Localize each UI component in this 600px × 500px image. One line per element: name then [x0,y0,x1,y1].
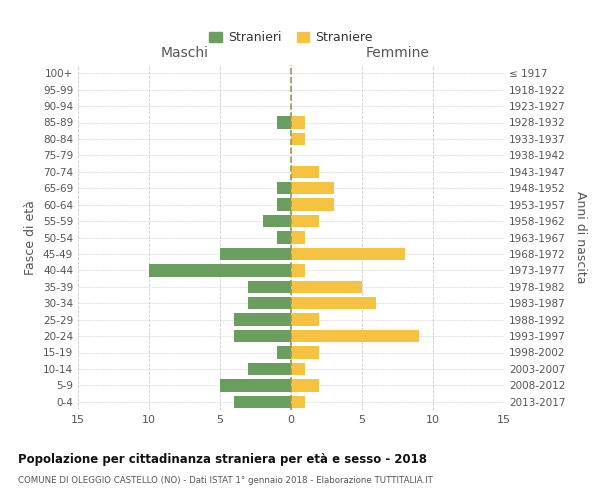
Bar [248,363,291,375]
Y-axis label: Anni di nascita: Anni di nascita [574,191,587,284]
Bar [220,379,291,392]
Bar [291,248,404,260]
Bar [291,314,319,326]
Bar [291,346,319,358]
Bar [291,264,305,276]
Legend: Stranieri, Straniere: Stranieri, Straniere [204,26,378,50]
Bar [291,133,305,145]
Bar [291,280,362,293]
Bar [291,363,305,375]
Bar [291,232,305,243]
Text: Popolazione per cittadinanza straniera per età e sesso - 2018: Popolazione per cittadinanza straniera p… [18,452,427,466]
Bar [291,396,305,408]
Bar [291,182,334,194]
Bar [291,166,319,178]
Bar [277,116,291,128]
Bar [263,215,291,227]
Bar [291,379,319,392]
Bar [248,297,291,310]
Text: Maschi: Maschi [161,46,209,60]
Y-axis label: Fasce di età: Fasce di età [25,200,37,275]
Bar [149,264,291,276]
Bar [291,297,376,310]
Bar [291,116,305,128]
Bar [234,314,291,326]
Bar [220,248,291,260]
Bar [291,198,334,211]
Text: COMUNE DI OLEGGIO CASTELLO (NO) - Dati ISTAT 1° gennaio 2018 - Elaborazione TUTT: COMUNE DI OLEGGIO CASTELLO (NO) - Dati I… [18,476,433,485]
Bar [277,346,291,358]
Text: Femmine: Femmine [365,46,430,60]
Bar [291,330,419,342]
Bar [248,280,291,293]
Bar [234,330,291,342]
Bar [277,198,291,211]
Bar [291,215,319,227]
Bar [277,232,291,243]
Bar [277,182,291,194]
Bar [234,396,291,408]
